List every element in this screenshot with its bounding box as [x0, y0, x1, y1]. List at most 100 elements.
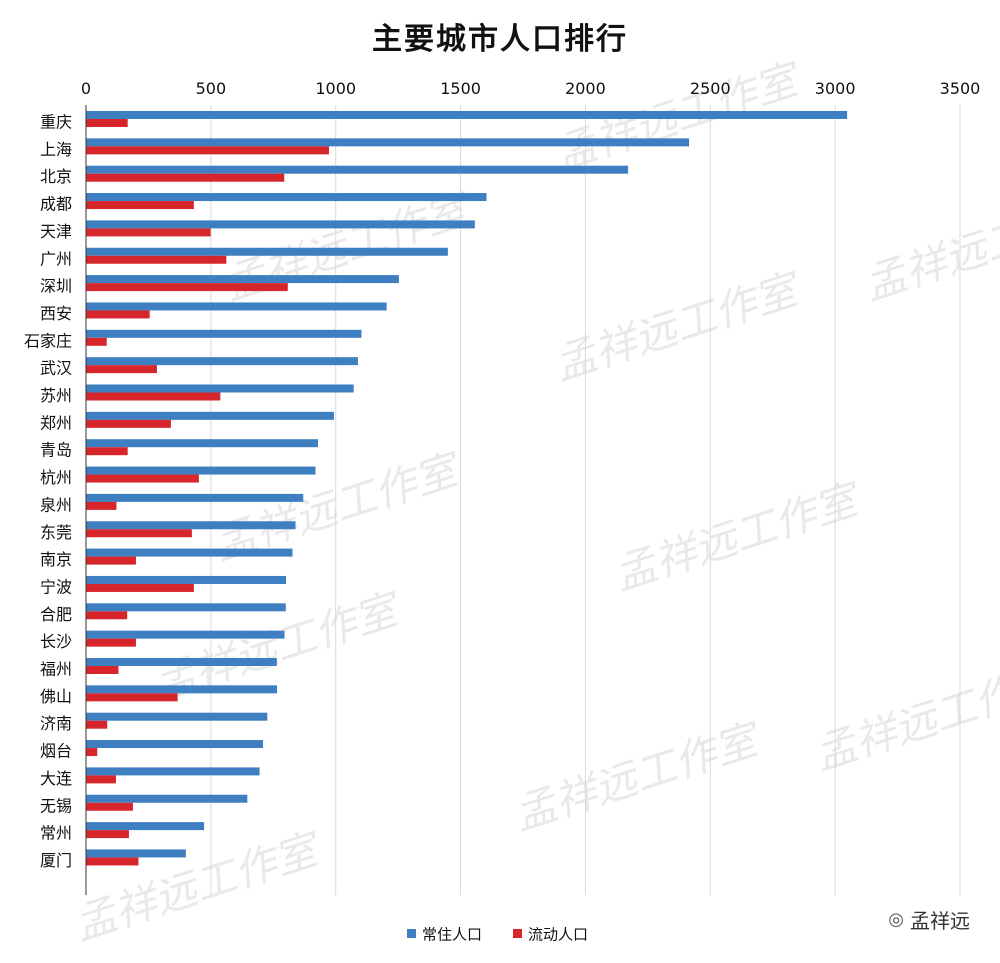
bar-floating	[86, 228, 211, 237]
bar-floating	[86, 529, 192, 538]
category-label: 厦门	[40, 851, 72, 870]
legend: 常住人口 流动人口	[407, 926, 588, 944]
bar-resident	[86, 357, 358, 366]
category-label: 佛山	[40, 687, 72, 706]
category-label: 西安	[40, 304, 72, 323]
bar-resident	[86, 794, 248, 803]
legend-swatch	[513, 929, 522, 938]
bar-floating	[86, 201, 194, 210]
x-tick-label: 1000	[315, 79, 356, 98]
legend-label: 流动人口	[528, 926, 588, 944]
category-label: 济南	[40, 714, 72, 733]
category-label: 郑州	[40, 413, 72, 432]
bar-resident	[86, 822, 205, 831]
category-label: 福州	[40, 660, 72, 679]
bar-floating	[86, 802, 133, 811]
bar-floating	[86, 611, 128, 620]
bar-floating	[86, 119, 128, 127]
category-label: 上海	[40, 140, 72, 159]
watermark-text: 孟祥远工作室	[858, 183, 1000, 309]
bar-resident	[86, 165, 629, 174]
bar-floating	[86, 337, 107, 346]
category-label: 武汉	[40, 359, 72, 378]
x-tick-labels: 0 500 1000 1500 2000 2500 3000 3500	[81, 79, 980, 98]
category-label: 宁波	[40, 577, 72, 596]
bar-resident	[86, 740, 264, 749]
category-label: 东莞	[40, 523, 72, 542]
category-label: 深圳	[40, 277, 72, 296]
bar-floating	[86, 365, 157, 374]
category-label: 重庆	[40, 113, 72, 132]
x-tick-label: 1500	[440, 79, 481, 98]
wechat-icon: ◎	[888, 909, 904, 930]
bar-resident	[86, 220, 475, 229]
x-tick-label: 3500	[940, 79, 981, 98]
bar-floating	[86, 474, 199, 483]
legend-label: 常住人口	[422, 926, 482, 944]
category-label: 泉州	[40, 495, 72, 514]
bar-floating	[86, 720, 108, 729]
watermark-text: 孟祥远工作室	[548, 263, 808, 389]
category-label: 合肥	[40, 605, 72, 624]
category-label: 南京	[40, 550, 72, 569]
bar-floating	[86, 638, 136, 647]
category-label: 烟台	[40, 742, 72, 761]
bar-floating	[86, 173, 285, 182]
chart-title: 主要城市人口排行	[372, 22, 628, 57]
bar-resident	[86, 603, 286, 612]
bar-resident	[86, 193, 487, 202]
bar-floating	[86, 583, 194, 592]
brand-label: 孟祥远	[910, 909, 970, 933]
x-tick-label: 2500	[690, 79, 731, 98]
bar-resident	[86, 658, 277, 666]
bar-floating	[86, 556, 136, 565]
bar-floating	[86, 775, 116, 784]
bar-floating	[86, 748, 98, 757]
watermark-text: 孟祥远工作室	[608, 473, 868, 599]
bar-floating	[86, 392, 221, 401]
bar-floating	[86, 419, 171, 428]
bar-resident	[86, 548, 293, 557]
category-label: 大连	[40, 769, 72, 788]
category-label: 北京	[40, 167, 72, 186]
brand-badge: ◎ 孟祥远	[888, 905, 970, 934]
legend-swatch	[407, 929, 416, 938]
bar-resident	[86, 767, 260, 776]
bar-resident	[86, 384, 354, 393]
watermark-text: 孟祥远工作室	[508, 713, 768, 839]
bar-resident	[86, 275, 399, 284]
bar-resident	[86, 302, 387, 311]
category-label: 石家庄	[24, 331, 72, 350]
bar-resident	[86, 138, 690, 147]
bar-resident	[86, 329, 362, 338]
bar-floating	[86, 857, 139, 866]
bar-resident	[86, 712, 268, 721]
x-tick-label: 2000	[565, 79, 606, 98]
bar-floating	[86, 501, 117, 510]
bar-floating	[86, 283, 288, 292]
bar-floating	[86, 310, 150, 319]
category-label: 无锡	[40, 796, 72, 815]
bar-resident	[86, 575, 287, 584]
bar-floating	[86, 146, 329, 155]
bar-floating	[86, 830, 129, 839]
bar-floating	[86, 255, 227, 264]
category-label: 天津	[40, 222, 72, 241]
bar-resident	[86, 521, 296, 530]
watermark-text: 孟祥远工作室	[68, 823, 328, 949]
x-tick-label: 0	[81, 79, 91, 98]
bar-resident	[86, 439, 318, 448]
bar-floating	[86, 693, 178, 702]
bar-resident	[86, 111, 848, 119]
category-label: 成都	[40, 195, 72, 214]
x-tick-label: 500	[196, 79, 227, 98]
bar-floating	[86, 447, 128, 456]
bar-resident	[86, 247, 448, 256]
bar-resident	[86, 411, 334, 420]
category-label: 苏州	[40, 386, 72, 405]
category-label: 广州	[40, 249, 72, 268]
category-label: 杭州	[40, 468, 72, 487]
watermark-text: 孟祥远工作室	[808, 653, 1000, 779]
category-labels: 重庆上海北京成都天津广州深圳西安石家庄武汉苏州郑州青岛杭州泉州东莞南京宁波合肥长…	[24, 113, 72, 870]
